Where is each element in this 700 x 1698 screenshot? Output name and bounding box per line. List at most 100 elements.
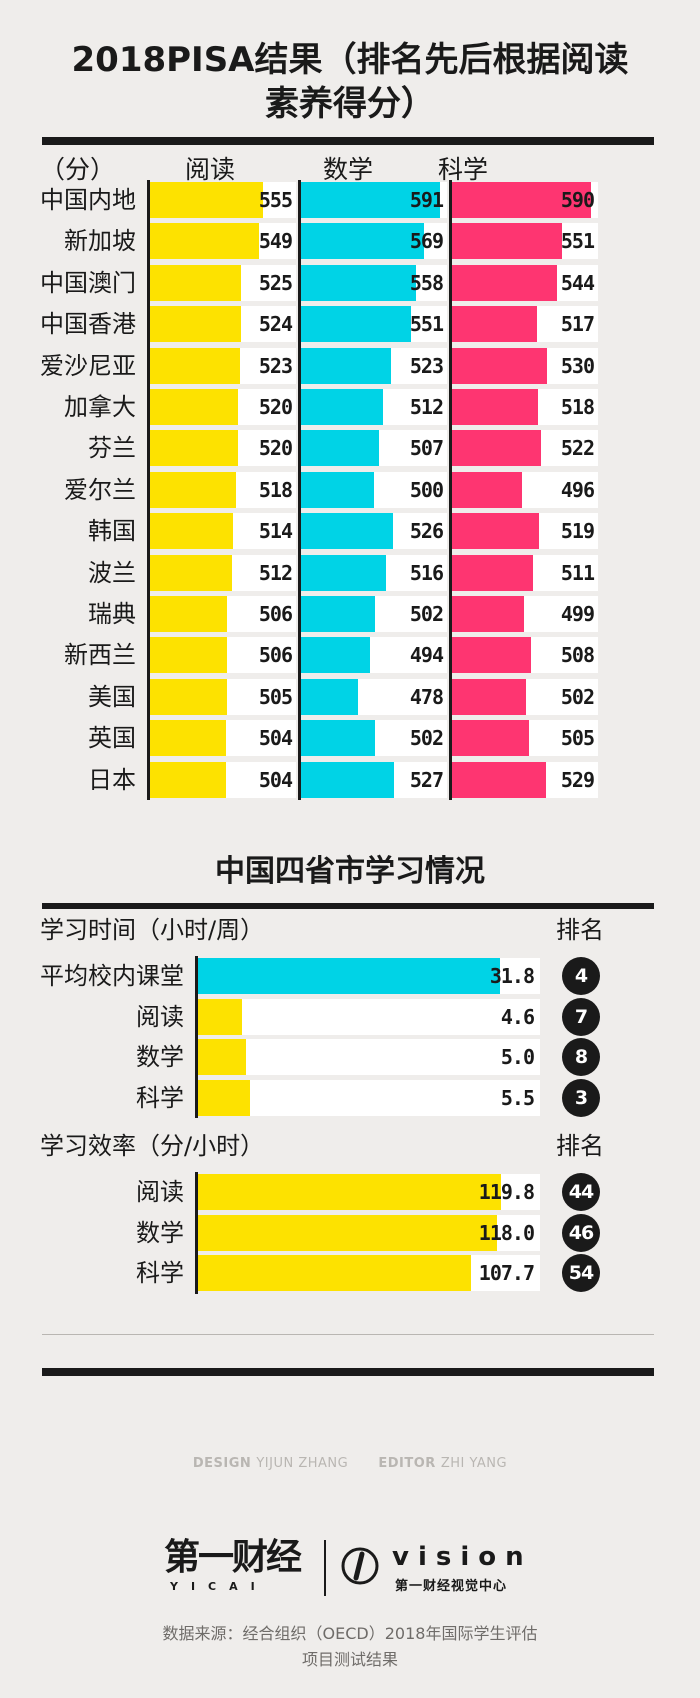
value-label-reading: 512 bbox=[258, 560, 293, 585]
category-label: 新加坡 bbox=[64, 227, 136, 256]
column-header-math: 数学 bbox=[323, 155, 374, 184]
value-label-science: 499 bbox=[560, 602, 595, 626]
bar-science bbox=[452, 264, 558, 301]
vision-logo-sub: 第一财经视觉中心 bbox=[395, 1579, 508, 1594]
value-label-science: 590 bbox=[560, 188, 595, 212]
value-label-reading: 518 bbox=[258, 477, 293, 502]
value-label-math: 502 bbox=[409, 726, 444, 751]
axis-study-time bbox=[195, 956, 198, 1118]
value-label-math: 494 bbox=[409, 643, 444, 668]
value-label-science: 529 bbox=[560, 767, 595, 792]
bar-science bbox=[452, 306, 538, 343]
bar-math bbox=[301, 430, 380, 467]
design-name: YIJUN ZHANG bbox=[256, 1456, 349, 1471]
value-label-science: 544 bbox=[560, 270, 595, 295]
credits: DESIGN YIJUN ZHANG EDITOR ZHI YANG bbox=[0, 1456, 700, 1471]
category-label: 中国澳门 bbox=[40, 268, 136, 297]
value-label-reading: 506 bbox=[258, 643, 293, 668]
value-label-science: 496 bbox=[560, 477, 595, 502]
bar-science bbox=[452, 389, 539, 425]
bar-science bbox=[452, 554, 534, 591]
study-time-rank-header: 排名 bbox=[556, 916, 604, 944]
value-label-reading: 506 bbox=[258, 602, 293, 626]
value-label-math: 569 bbox=[409, 229, 444, 254]
bar-reading bbox=[150, 182, 264, 218]
bar-reading bbox=[150, 430, 238, 467]
bar-study-efficiency bbox=[198, 1214, 497, 1251]
bar-math bbox=[301, 223, 425, 260]
logo-separator bbox=[324, 1540, 326, 1596]
value-label-reading: 520 bbox=[258, 395, 293, 419]
bar-science bbox=[452, 596, 525, 632]
value-label-science: 551 bbox=[560, 229, 595, 254]
category-label: 波兰 bbox=[88, 558, 136, 587]
bar-math bbox=[301, 347, 391, 384]
value-label: 119.8 bbox=[478, 1180, 535, 1204]
rank-badge: 46 bbox=[562, 1213, 600, 1252]
bar-math bbox=[301, 306, 412, 343]
value-label-science: 517 bbox=[560, 312, 595, 337]
bar-science bbox=[452, 430, 542, 467]
bar-reading bbox=[150, 223, 259, 260]
rank-badge: 54 bbox=[562, 1254, 600, 1292]
category-label: 数学 bbox=[136, 1043, 184, 1071]
rank-badge: 8 bbox=[562, 1038, 600, 1076]
value-label: 5.5 bbox=[500, 1085, 535, 1110]
source-line1: 数据来源：经合组织（OECD）2018年国际学生评估 bbox=[162, 1624, 538, 1643]
bar-reading bbox=[150, 637, 228, 674]
bar-reading bbox=[150, 471, 237, 508]
rank-badge: 3 bbox=[562, 1078, 600, 1117]
category-label: 日本 bbox=[88, 765, 136, 794]
bar-reading bbox=[150, 554, 232, 591]
bar-reading bbox=[150, 264, 242, 301]
value-label-science: 508 bbox=[560, 643, 595, 668]
bar-science bbox=[452, 513, 539, 550]
column-header-reading: 阅读 bbox=[185, 155, 236, 184]
category-label: 英国 bbox=[88, 724, 136, 753]
yicai-logo-sub: YICAI bbox=[170, 1580, 268, 1593]
bar-math bbox=[301, 637, 370, 674]
bar-math bbox=[301, 761, 394, 798]
bar-reading bbox=[150, 306, 241, 343]
value-label-math: 500 bbox=[409, 477, 444, 502]
bar-study-time bbox=[198, 998, 242, 1035]
bar-science bbox=[452, 637, 531, 674]
bar-reading bbox=[150, 761, 226, 798]
value-label-reading: 555 bbox=[258, 188, 293, 212]
page-title-line2: 素养得分） bbox=[265, 84, 435, 124]
category-label: 爱尔兰 bbox=[64, 475, 136, 504]
bar-reading bbox=[150, 389, 238, 425]
value-label-reading: 504 bbox=[258, 726, 293, 751]
category-label: 爱沙尼亚 bbox=[40, 351, 136, 380]
column-header-science: 科学 bbox=[438, 155, 489, 184]
value-label-reading: 523 bbox=[258, 353, 293, 378]
bar-track bbox=[198, 998, 540, 1035]
bar-track bbox=[198, 1039, 540, 1075]
bar-study-efficiency bbox=[198, 1255, 471, 1291]
bar-reading bbox=[150, 596, 228, 632]
value-label-math: 526 bbox=[409, 519, 444, 544]
value-label-math: 478 bbox=[409, 684, 444, 709]
value-label-math: 502 bbox=[409, 602, 444, 626]
value-label-science: 530 bbox=[560, 353, 595, 378]
value-label-math: 558 bbox=[409, 270, 444, 295]
bar-reading bbox=[150, 678, 227, 715]
value-label: 31.8 bbox=[489, 964, 535, 988]
category-label: 科学 bbox=[136, 1083, 184, 1112]
bar-math bbox=[301, 720, 376, 757]
value-label-math: 523 bbox=[409, 353, 444, 378]
bar-study-time bbox=[198, 958, 501, 994]
value-label-math: 512 bbox=[409, 395, 444, 419]
value-label-reading: 514 bbox=[258, 519, 293, 544]
editor-label: EDITOR bbox=[378, 1456, 436, 1471]
rank-badge: 44 bbox=[562, 1173, 600, 1211]
unit-label: （分） bbox=[40, 155, 116, 184]
value-label-science: 505 bbox=[560, 726, 595, 751]
category-label: 中国内地 bbox=[40, 186, 136, 214]
bar-math bbox=[301, 554, 386, 591]
axis-science bbox=[449, 180, 452, 800]
section-title-china: 中国四省市学习情况 bbox=[215, 854, 485, 889]
bar-reading bbox=[150, 513, 234, 550]
bar-math bbox=[301, 596, 376, 632]
value-label-reading: 524 bbox=[258, 312, 293, 337]
